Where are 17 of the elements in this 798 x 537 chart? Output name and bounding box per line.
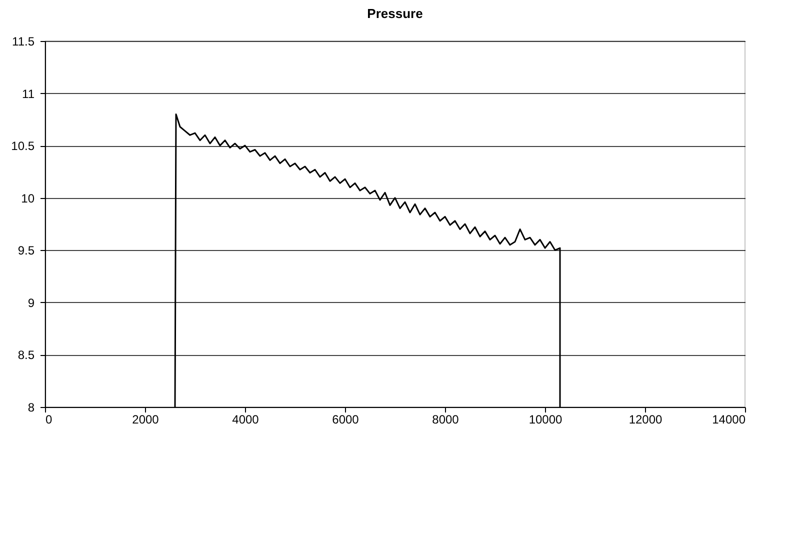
y-tick-label: 9 [28, 296, 35, 310]
x-tick-label: 8000 [432, 412, 460, 426]
x-tick-label: 2000 [132, 412, 160, 426]
x-tick-label: 6000 [332, 412, 360, 426]
y-tick-label: 11 [22, 86, 35, 101]
x-tick-label: 14000 [712, 412, 746, 426]
y-tick-label: 8.5 [18, 348, 35, 362]
x-tick-label: 0 [46, 412, 52, 426]
x-tick-label: 4000 [232, 412, 260, 426]
x-tick-label: 10000 [528, 412, 563, 426]
x-tick-label: 12000 [628, 412, 663, 426]
y-tick-label: 9.5 [18, 244, 35, 258]
y-tick-label: 8 [28, 400, 35, 414]
chart-title: Pressure [367, 6, 423, 21]
y-tick-label: 11.5 [12, 34, 35, 48]
y-tick-label: 10.5 [11, 139, 35, 154]
y-tick-label: 10 [21, 191, 35, 206]
